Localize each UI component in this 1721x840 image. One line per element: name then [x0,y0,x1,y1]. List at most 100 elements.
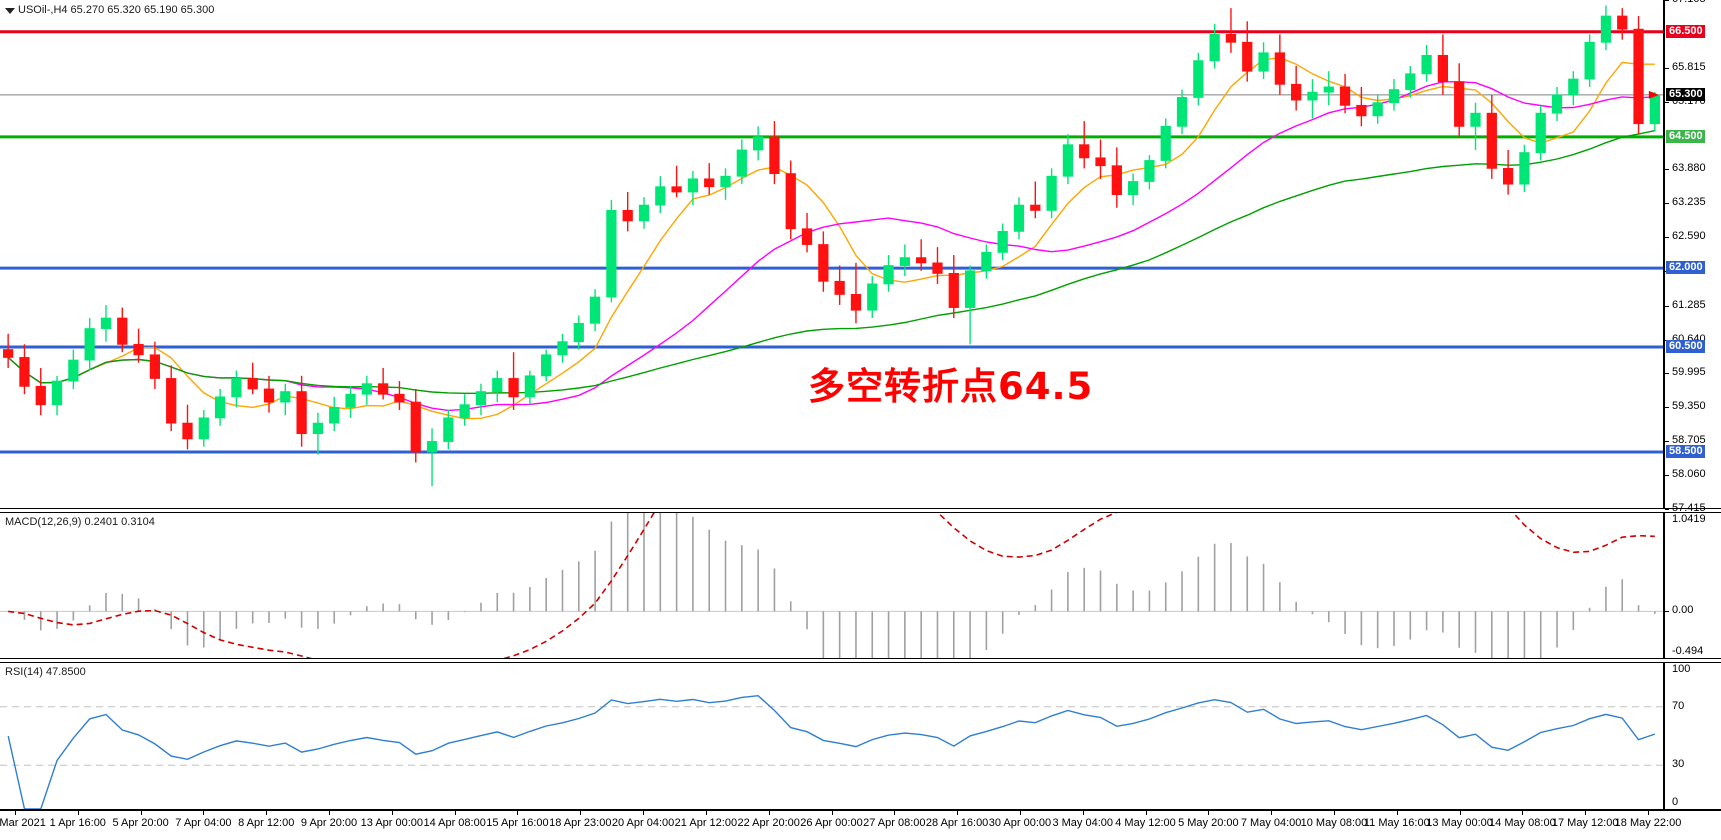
price-tick-mark [1665,169,1669,171]
macd-tick-label: 1.0419 [1672,513,1706,525]
time-tick-mark [1019,810,1021,815]
time-axis-rule [0,810,1721,811]
time-tick-mark [1082,810,1084,815]
price-level-badge[interactable]: 65.300 [1666,87,1705,101]
time-tick-mark [329,810,331,815]
time-tick-label: 30 Apr 00:00 [988,817,1052,829]
time-tick-label: 14 May 08:00 [1489,817,1556,829]
time-tick-label: 21 Apr 12:00 [674,817,738,829]
macd-tick-mark [1665,611,1669,613]
price-tick-mark [1665,0,1669,1]
price-tick-mark [1665,305,1669,307]
time-tick-mark [517,810,519,815]
time-tick-mark [957,810,959,815]
time-tick-label: 10 May 08:00 [1300,817,1368,829]
time-tick-label: 5 May 20:00 [1178,817,1239,829]
price-candles-svg [0,5,1663,487]
time-tick-label: 18 May 22:00 [1614,817,1682,829]
rsi-axis: 100 70 30 0 [1663,663,1721,809]
macd-label: MACD(12,26,9) 0.2401 0.3104 [5,516,155,528]
time-tick-label: 17 May 12:00 [1551,817,1619,829]
time-tick-mark [1648,810,1649,815]
rsi-svg [0,694,1663,809]
time-tick-label: 8 Apr 12:00 [238,817,295,829]
time-tick-mark [1522,810,1524,815]
time-tick-mark [1459,810,1461,815]
price-tick-mark [1665,237,1669,239]
macd-plot-area[interactable] [0,513,1663,658]
rsi-label: RSI(14) 47.8500 [5,666,86,678]
price-tick-label: 63.880 [1672,162,1706,175]
price-tick-mark [1665,373,1669,375]
price-tick-label: 57.415 [1672,502,1706,514]
price-tick-label: 59.350 [1672,400,1706,413]
time-tick-mark [580,810,582,815]
price-level-badge[interactable]: 64.500 [1666,129,1705,143]
price-tick-mark [1665,67,1669,69]
price-level-badge[interactable]: 60.500 [1666,339,1705,353]
chart-title: USOil-,H4 65.270 65.320 65.190 65.300 [18,4,215,16]
time-tick-label: 7 May 04:00 [1240,817,1302,829]
time-tick-label: 5 Apr 20:00 [112,817,169,829]
time-tick-mark [140,810,142,815]
time-tick-mark [15,810,16,815]
collapse-caret-icon[interactable] [5,8,15,14]
price-tick-label: 63.235 [1672,196,1706,209]
rsi-tick-label: 0 [1672,796,1679,808]
price-axis[interactable]: 67.10565.81565.17063.88063.23562.59061.9… [1663,0,1721,514]
rsi-plot-area[interactable] [0,663,1663,809]
price-tick-mark [1665,203,1669,205]
rsi-tick-label: 70 [1672,699,1685,712]
time-tick-label: 28 Apr 16:00 [925,817,989,829]
time-tick-mark [643,810,645,815]
chart-annotation-text: 多空转折点64.5 [808,365,1094,408]
time-tick-label: 7 Apr 04:00 [175,817,232,829]
time-tick-mark [1585,810,1587,815]
time-tick-label: 1 Apr 16:00 [49,817,106,829]
time-tick-mark [1208,810,1210,815]
rsi-tick-label: 30 [1672,758,1685,771]
time-tick-label: 18 Apr 23:00 [549,817,612,829]
macd-axis: 1.0419 0.00 -0.494 [1663,513,1721,658]
time-tick-mark [768,810,770,815]
time-tick-mark [1333,810,1335,815]
time-tick-mark [266,810,268,815]
time-tick-label: 13 May 00:00 [1426,817,1493,829]
price-level-badge[interactable]: 58.500 [1666,445,1705,458]
time-tick-mark [454,810,456,815]
time-tick-mark [1396,810,1398,815]
price-chart-panel: 67.10565.81565.17063.88063.23562.59061.9… [0,0,1721,514]
time-tick-label: 26 Apr 00:00 [800,817,863,829]
price-tick-mark [1665,407,1669,409]
time-tick-mark [391,810,393,815]
time-tick-label: 9 Apr 20:00 [300,817,358,829]
time-tick-label: 4 May 12:00 [1115,817,1176,829]
time-tick-label: 27 Apr 08:00 [863,817,926,829]
price-tick-label: 59.995 [1672,366,1706,379]
time-tick-label: 20 Apr 04:00 [611,817,675,829]
time-tick-mark [705,810,707,815]
price-tick-mark [1665,101,1669,103]
macd-svg [0,513,1663,658]
price-level-badge[interactable]: 66.500 [1666,24,1705,38]
rsi-tick-label: 100 [1672,663,1691,675]
price-tick-mark [1665,509,1669,510]
time-tick-mark [1145,810,1147,815]
time-tick-mark [203,810,205,815]
price-plot-area[interactable] [0,0,1663,508]
price-tick-label: 60.640 [1672,332,1706,345]
price-level-badge[interactable]: 62.000 [1666,261,1705,275]
price-tick-mark [1665,441,1669,443]
price-tick-label: 62.590 [1672,230,1706,243]
price-tick-label: 58.060 [1672,468,1706,481]
price-tick-label: 65.815 [1672,60,1706,73]
macd-panel: 1.0419 0.00 -0.494 MACD(12,26,9) 0.2401 0.… [0,512,1721,659]
rsi-panel: 100 70 30 0 RSI(14) 47.8500 [0,662,1721,810]
price-tick-label: 67.105 [1672,0,1706,5]
time-tick-mark [1271,810,1273,815]
price-tick-label: 61.285 [1672,298,1706,311]
time-tick-label: 15 Apr 16:00 [486,817,549,829]
